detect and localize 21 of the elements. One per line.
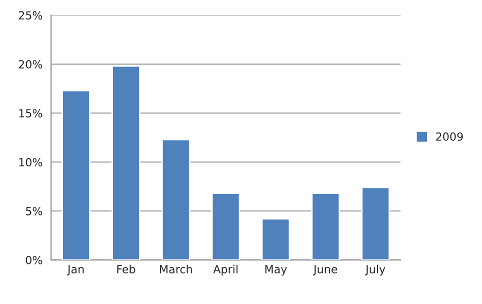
y-tick-label: 0% (26, 256, 42, 264)
y-tick-label: 10% (19, 158, 42, 166)
x-tick-label: May (265, 265, 287, 276)
bar (62, 90, 90, 260)
bar (261, 218, 290, 260)
bar (161, 138, 190, 260)
y-tick-label: 20% (18, 60, 42, 69)
y-tick-label: 5% (26, 206, 42, 216)
x-tick-label: Jan (66, 265, 84, 276)
x-tick-label: April (213, 264, 238, 276)
bar (112, 65, 140, 260)
bar (361, 186, 390, 260)
y-tick-label: 25% (18, 11, 42, 20)
x-tick-label: July (365, 264, 386, 276)
bar (311, 192, 340, 260)
bar (211, 192, 240, 260)
x-tick-label: March (160, 264, 192, 274)
y-tick-label: 15% (19, 109, 42, 118)
x-tick-label: June (312, 265, 338, 276)
x-tick-label: Feb (117, 264, 136, 274)
legend-label: 2009 (436, 132, 463, 141)
